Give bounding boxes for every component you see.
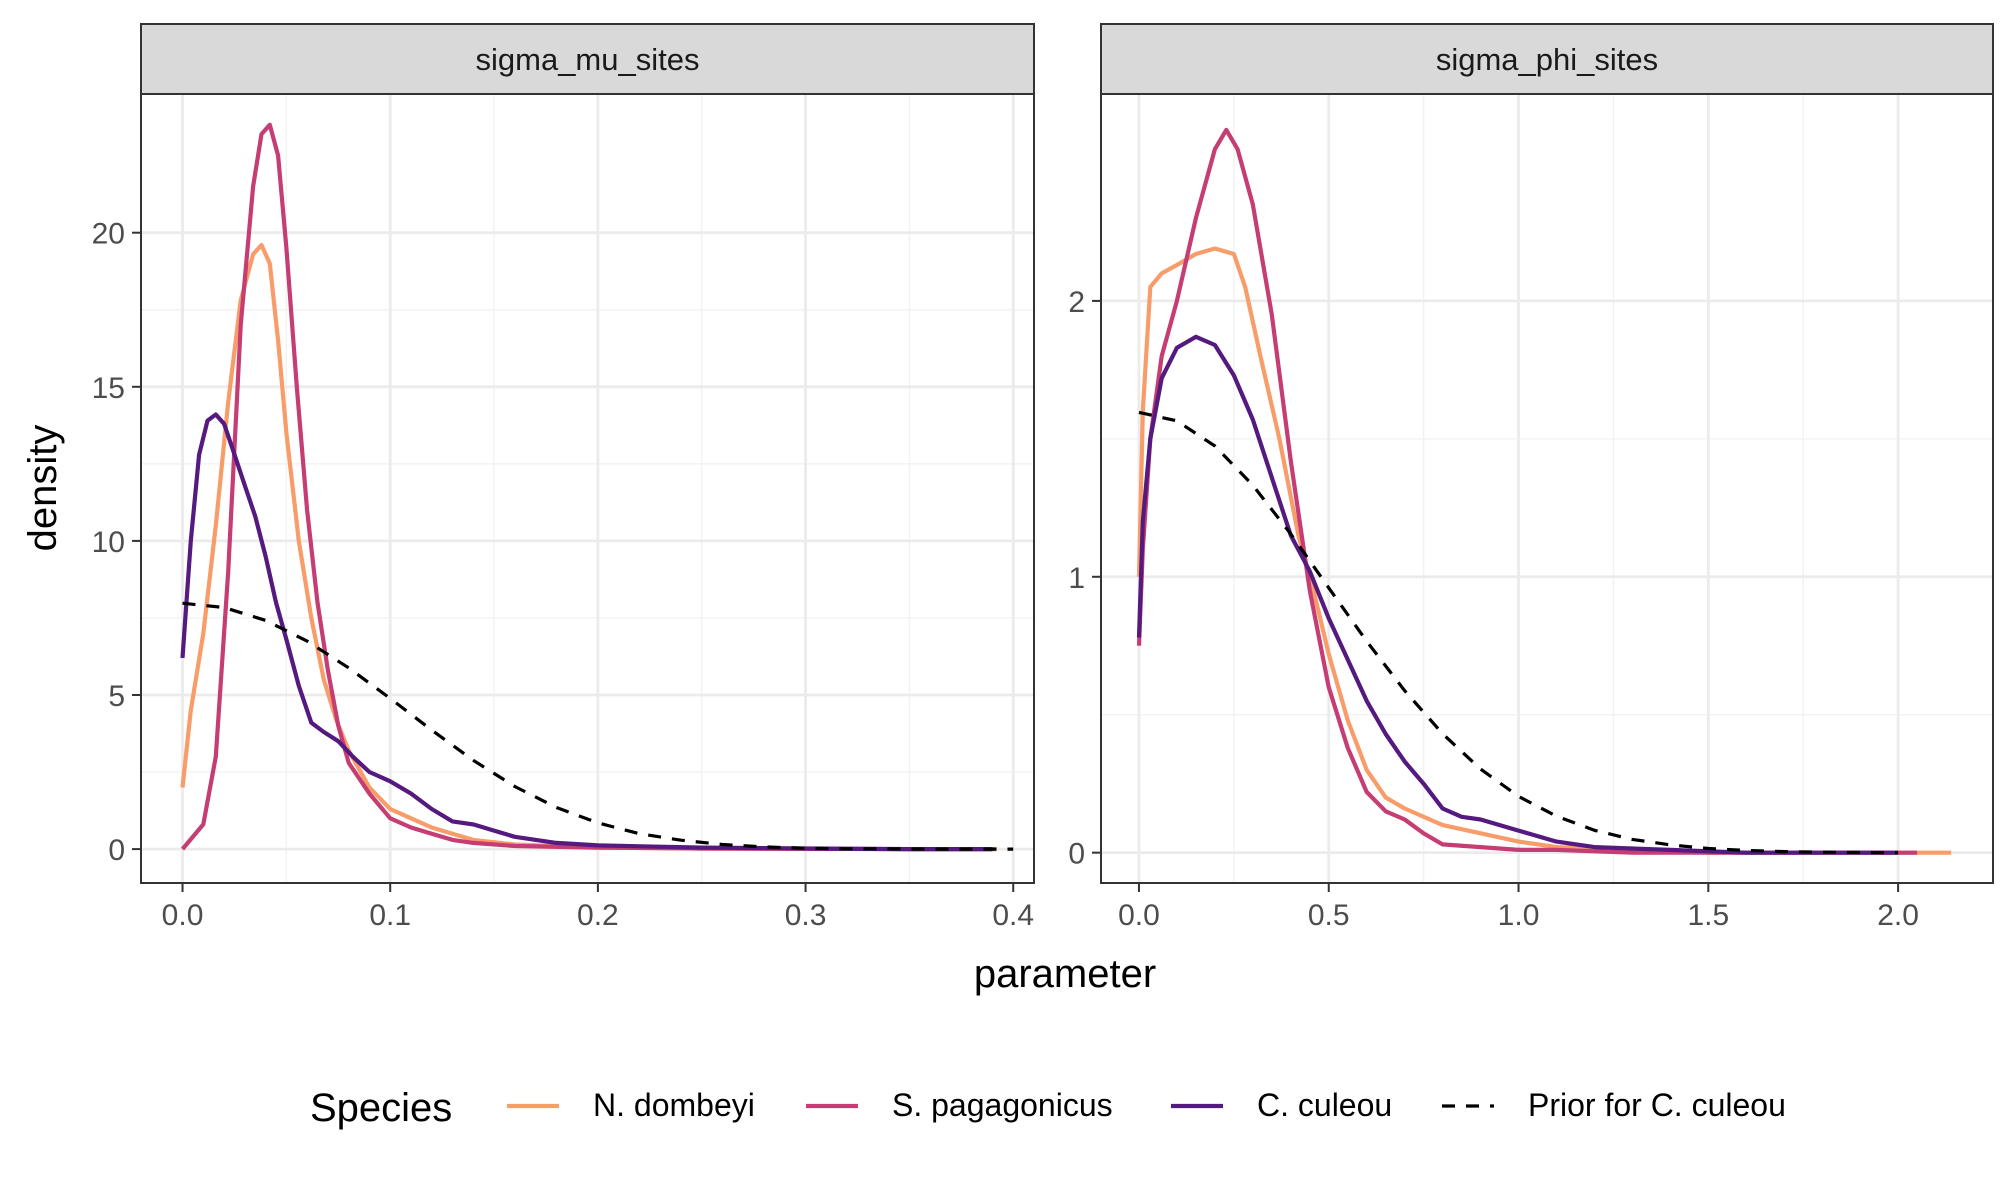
panel-sigma-phi-sites: sigma_phi_sites 0.0 0.5 1.0 1.5 2.0 0 1 2 — [1068, 23, 1994, 932]
plot-background — [1101, 94, 1993, 883]
series-line-s-pagagonicus — [1136, 127, 1918, 855]
y-tick-label: 1 — [1068, 562, 1085, 595]
series-line-prior-for-c-culeou — [182, 601, 1014, 851]
x-tick-label: 0.2 — [577, 899, 619, 932]
x-tick-label: 2.0 — [1877, 899, 1919, 932]
legend-label: N. dombeyi — [593, 1087, 755, 1123]
legend-item-n-dombeyi: N. dombeyi — [507, 1087, 755, 1123]
series-line-c-culeou — [1136, 334, 1899, 855]
x-tick-label: 0.1 — [369, 899, 411, 932]
x-tick-label: 0.4 — [992, 899, 1034, 932]
legend-item-s-pagagonicus: S. pagagonicus — [806, 1087, 1113, 1123]
legend-label: C. culeou — [1257, 1087, 1392, 1123]
x-tick-label: 0.0 — [162, 899, 204, 932]
y-tick-label: 5 — [108, 680, 125, 713]
legend-item-c-culeou: C. culeou — [1171, 1087, 1392, 1123]
y-tick-label: 10 — [92, 526, 125, 559]
series-line-c-culeou — [180, 412, 993, 852]
x-tick-label: 1.5 — [1687, 899, 1729, 932]
facet-strip-label: sigma_mu_sites — [476, 42, 700, 77]
y-tick-label: 2 — [1068, 286, 1085, 319]
legend-label: Prior for C. culeou — [1528, 1087, 1786, 1123]
x-tick-label: 0.3 — [785, 899, 827, 932]
x-axis-title: parameter — [974, 952, 1156, 996]
x-tick-label: 0.5 — [1308, 899, 1350, 932]
y-tick-label: 20 — [92, 218, 125, 251]
legend: Species N. dombeyi S. pagagonicus C. culeo… — [310, 1086, 1786, 1130]
plot-background — [141, 94, 1034, 883]
y-axis-title: density — [21, 425, 65, 552]
series-line-s-pagagonicus — [180, 122, 993, 852]
facet-strip — [140, 23, 1035, 95]
legend-item-prior-for-c-culeou: Prior for C. culeou — [1442, 1087, 1786, 1123]
y-tick-label: 15 — [92, 372, 125, 405]
legend-title: Species — [310, 1086, 452, 1130]
facet-strip-label: sigma_phi_sites — [1436, 42, 1658, 77]
x-tick-label: 1.0 — [1498, 899, 1540, 932]
legend-entries: N. dombeyi S. pagagonicus C. culeou Prior f… — [507, 1087, 1786, 1123]
facet-strip — [1100, 23, 1994, 95]
x-tick-label: 0.0 — [1118, 899, 1160, 932]
y-tick-label: 0 — [108, 834, 125, 867]
legend-label: S. pagagonicus — [892, 1087, 1113, 1123]
y-tick-label: 0 — [1068, 838, 1085, 871]
panel-sigma-mu-sites: sigma_mu_sites 0.0 0.1 0.2 0.3 0.4 0 5 10 15 20 — [92, 23, 1035, 932]
